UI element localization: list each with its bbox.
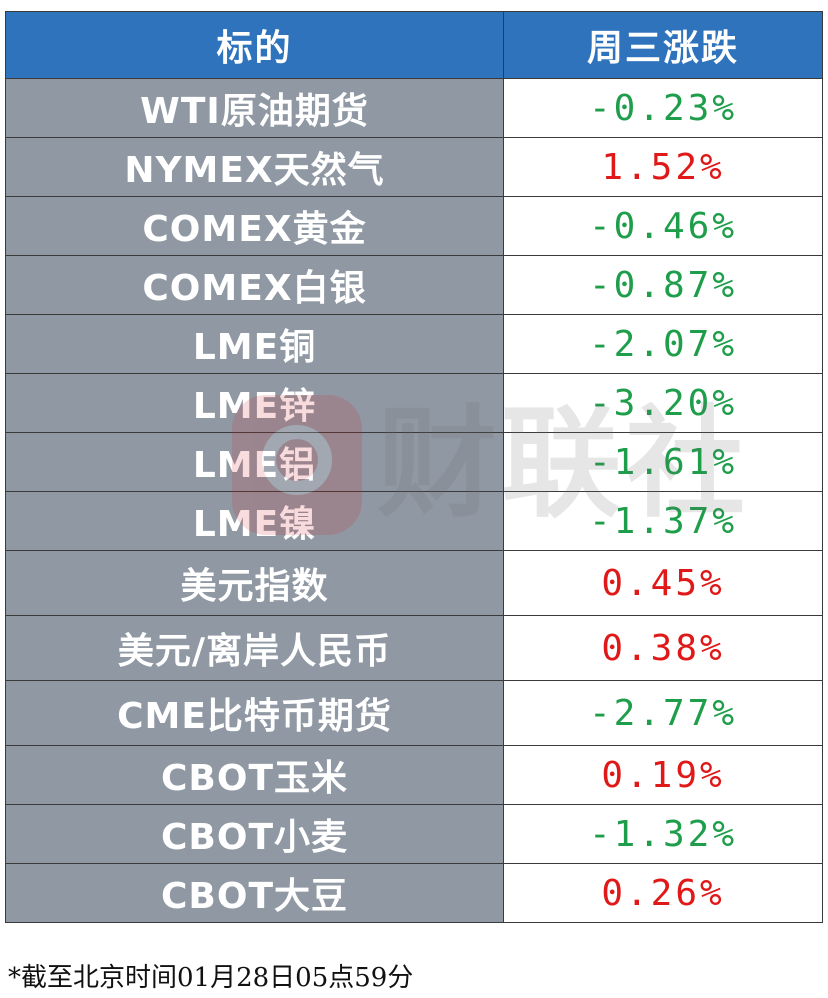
table-row: 美元/离岸人民币 0.38%	[5, 615, 823, 681]
row-name: CBOT玉米	[5, 745, 504, 805]
row-name: 美元/离岸人民币	[5, 615, 504, 681]
row-name: LME锌	[5, 373, 504, 433]
row-change: -1.32%	[503, 804, 823, 864]
table-row: LME铜 -2.07%	[5, 314, 823, 374]
table-row: COMEX白银 -0.87%	[5, 255, 823, 315]
row-change: -3.20%	[503, 373, 823, 433]
row-change: 0.26%	[503, 863, 823, 923]
table-row: CME比特币期货 -2.77%	[5, 680, 823, 746]
row-change: 0.38%	[503, 615, 823, 681]
table-row: LME镍 -1.37%	[5, 491, 823, 551]
row-name: COMEX白银	[5, 255, 504, 315]
row-name: 美元指数	[5, 550, 504, 616]
table-row: WTI原油期货 -0.23%	[5, 78, 823, 138]
table-row: CBOT小麦 -1.32%	[5, 804, 823, 864]
row-name: LME铜	[5, 314, 504, 374]
row-name: CME比特币期货	[5, 680, 504, 746]
header-change: 周三涨跌	[503, 11, 823, 79]
row-name: LME镍	[5, 491, 504, 551]
table-row: LME铝 -1.61%	[5, 432, 823, 492]
table-row: COMEX黄金 -0.46%	[5, 196, 823, 256]
row-name: LME铝	[5, 432, 504, 492]
row-change: -0.23%	[503, 78, 823, 138]
table-row: CBOT大豆 0.26%	[5, 863, 823, 923]
row-change: 0.19%	[503, 745, 823, 805]
row-change: -1.37%	[503, 491, 823, 551]
table-header-row: 标的 周三涨跌	[5, 11, 823, 79]
row-change: -0.46%	[503, 196, 823, 256]
row-change: -2.07%	[503, 314, 823, 374]
row-change: -2.77%	[503, 680, 823, 746]
row-change: -0.87%	[503, 255, 823, 315]
row-name: COMEX黄金	[5, 196, 504, 256]
table-row: 美元指数 0.45%	[5, 550, 823, 616]
row-change: 0.45%	[503, 550, 823, 616]
footnote: *截至北京时间01月28日05点59分	[8, 963, 414, 993]
row-name: CBOT大豆	[5, 863, 504, 923]
row-change: 1.52%	[503, 137, 823, 197]
market-change-table: 标的 周三涨跌 WTI原油期货 -0.23% NYMEX天然气 1.52% CO…	[5, 11, 823, 923]
header-name: 标的	[5, 11, 504, 79]
table-row: LME锌 -3.20%	[5, 373, 823, 433]
row-name: NYMEX天然气	[5, 137, 504, 197]
table-row: NYMEX天然气 1.52%	[5, 137, 823, 197]
row-change: -1.61%	[503, 432, 823, 492]
row-name: WTI原油期货	[5, 78, 504, 138]
row-name: CBOT小麦	[5, 804, 504, 864]
table-row: CBOT玉米 0.19%	[5, 745, 823, 805]
